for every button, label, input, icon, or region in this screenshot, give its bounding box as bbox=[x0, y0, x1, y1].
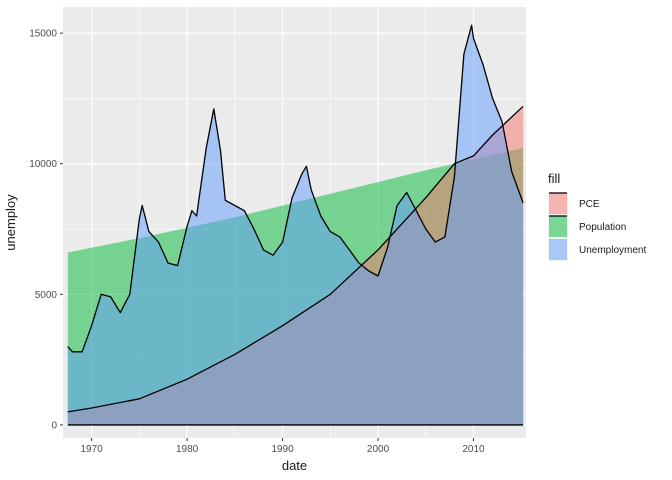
x-tick-label: 1980 bbox=[176, 444, 199, 455]
y-tick-label: 15000 bbox=[29, 29, 57, 40]
y-tick-label: 5000 bbox=[35, 290, 58, 301]
legend-label-unemployment: Unemployment bbox=[579, 245, 646, 256]
legend-label-pce: PCE bbox=[579, 199, 600, 210]
x-tick-label: 2000 bbox=[367, 444, 390, 455]
legend-swatch-unemployment bbox=[549, 239, 567, 260]
x-tick-label: 2010 bbox=[462, 444, 485, 455]
legend-title: fill bbox=[548, 171, 560, 186]
y-axis: 0 5000 10000 15000 bbox=[29, 29, 63, 431]
line-pce bbox=[67, 105, 524, 413]
legend-swatch-pce bbox=[549, 193, 567, 214]
line-unemployment bbox=[67, 24, 524, 353]
y-tick-label: 0 bbox=[51, 420, 57, 431]
legend-label-population: Population bbox=[579, 222, 626, 233]
y-axis-title: unemploy bbox=[3, 194, 18, 251]
outline-layers bbox=[67, 24, 524, 426]
x-axis-title: date bbox=[282, 458, 307, 473]
legend-swatch-population bbox=[549, 216, 567, 237]
x-tick-label: 1970 bbox=[81, 444, 104, 455]
area-unemployment bbox=[67, 25, 524, 425]
area-layers bbox=[67, 25, 524, 425]
y-tick-label: 10000 bbox=[29, 159, 57, 170]
legend: fill PCE Population Unemployment bbox=[548, 171, 646, 261]
x-axis: 1970 1980 1990 2000 2010 bbox=[81, 438, 485, 455]
x-tick-label: 1990 bbox=[271, 444, 294, 455]
